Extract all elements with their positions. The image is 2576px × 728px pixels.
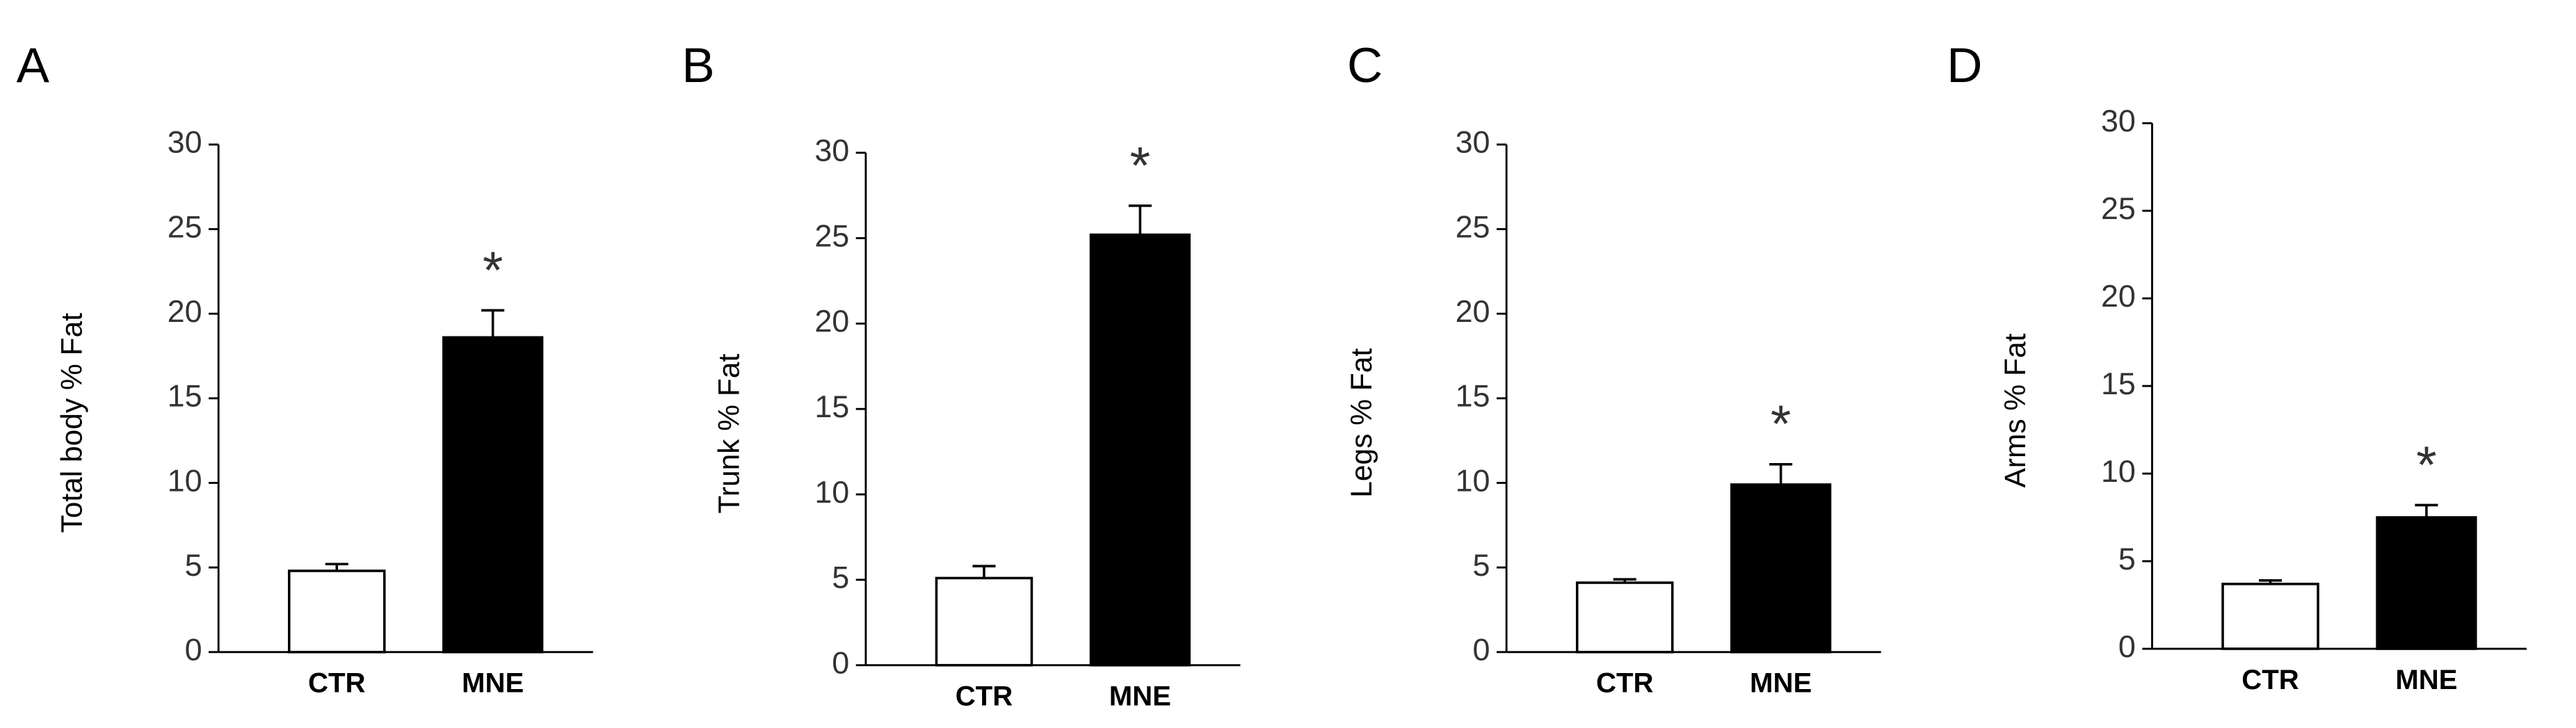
significance-mark: * [2416,436,2436,494]
y-tick-label: 10 [168,462,202,498]
y-tick-label: 30 [168,124,202,160]
y-tick-label: 0 [832,645,849,681]
x-tick-label: MNE [1750,668,1812,699]
y-tick-label: 5 [1473,547,1490,583]
significance-mark: * [483,241,503,300]
y-tick-label: 15 [1456,378,1490,414]
y-tick-label: 20 [814,303,849,339]
y-tick-label: 0 [185,632,202,668]
y-tick-label: 25 [168,209,202,244]
y-tick-label: 0 [1473,632,1490,668]
significance-mark: * [1771,396,1791,454]
bar [2376,516,2477,650]
y-tick-label: 10 [1456,462,1490,498]
bar [935,576,1033,667]
y-axis-label: Total body % Fat [56,313,89,533]
y-axis-label: Legs % Fat [1346,348,1378,498]
y-tick-label: 25 [2101,191,2136,226]
x-tick-label: CTR [956,681,1013,712]
y-tick-label: 0 [2118,629,2136,664]
y-tick-label: 5 [832,560,849,595]
bar [1730,483,1832,654]
y-tick-label: 30 [2101,103,2136,138]
x-tick-label: CTR [2241,664,2299,695]
y-tick-label: 10 [814,474,849,510]
bar [442,336,544,654]
y-tick-label: 15 [2101,366,2136,401]
y-tick-label: 25 [1456,209,1490,244]
bar [287,569,386,654]
x-tick-label: CTR [1596,668,1654,699]
y-tick-label: 20 [2101,278,2136,314]
panel-label: C [1347,38,1383,93]
y-tick-label: 20 [168,293,202,329]
y-axis-label: Arms % Fat [1999,333,2032,487]
y-axis-label: Trunk % Fat [713,353,746,513]
bar [1575,581,1674,654]
y-tick-label: 30 [1456,124,1490,160]
y-tick-label: 5 [2118,541,2136,576]
y-tick-label: 15 [168,378,202,414]
y-tick-label: 5 [185,547,202,583]
panel-label: A [17,38,50,93]
y-tick-label: 25 [814,218,849,253]
x-tick-label: MNE [462,668,524,699]
y-tick-label: 30 [814,133,849,168]
x-tick-label: MNE [1109,681,1171,712]
y-tick-label: 10 [2101,453,2136,489]
x-tick-label: MNE [2395,664,2457,695]
bar [2221,583,2319,650]
panel-label: B [682,38,714,93]
bar [1089,233,1191,667]
x-tick-label: CTR [308,668,366,699]
y-tick-label: 15 [814,389,849,424]
y-tick-label: 20 [1456,293,1490,329]
significance-mark: * [1130,137,1150,195]
panels: A 0 5 10 15 20 25 30 Total body % Fat CTR MNE * B 0 5 1… [17,38,2527,712]
panel-label: D [1947,38,1982,93]
